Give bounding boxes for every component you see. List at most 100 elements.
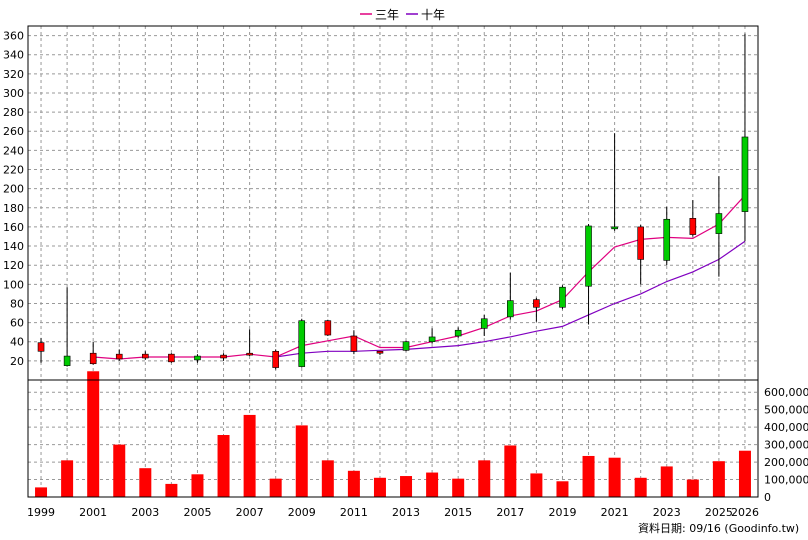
volume-bar bbox=[478, 460, 491, 497]
volume-bar bbox=[139, 468, 152, 497]
candle-body bbox=[741, 136, 749, 212]
price-tick-label: 320 bbox=[3, 68, 24, 81]
x-axis: 1999 2001 2003 2005 2007 2009 2011 2013 2015 2017… bbox=[27, 506, 759, 519]
volume-bar bbox=[738, 450, 751, 497]
legend-label-10y: 十年 bbox=[421, 8, 445, 22]
candle-body bbox=[689, 218, 697, 235]
volume-bar bbox=[243, 414, 256, 497]
candle-body bbox=[37, 342, 45, 352]
price-tick-label: 20 bbox=[10, 355, 24, 368]
price-tick-label: 200 bbox=[3, 183, 24, 196]
candle-body bbox=[715, 213, 723, 234]
volume-bar bbox=[165, 483, 178, 497]
legend: 三年 十年 bbox=[360, 8, 445, 22]
price-tick-label: 160 bbox=[3, 221, 24, 234]
candle-body bbox=[298, 320, 306, 367]
price-tick-label: 40 bbox=[10, 336, 24, 349]
year-tick-label: 2003 bbox=[131, 506, 159, 519]
price-tick-label: 340 bbox=[3, 49, 24, 62]
candle-body bbox=[533, 299, 540, 308]
source-label: 資料日期: 09/16 (Goodinfo.tw) bbox=[638, 521, 799, 535]
price-grid bbox=[28, 26, 758, 380]
price-tick-label: 260 bbox=[3, 125, 24, 138]
volume-grid bbox=[28, 380, 758, 497]
volume-tick-label: 0 bbox=[764, 491, 771, 504]
price-tick-label: 220 bbox=[3, 164, 24, 177]
candle-body bbox=[246, 352, 253, 356]
volume-bar bbox=[556, 481, 569, 497]
volume-bar bbox=[400, 476, 413, 497]
volume-bar bbox=[347, 470, 360, 497]
volume-bar bbox=[634, 477, 647, 497]
volume-tick-label: 300,000 bbox=[764, 439, 808, 452]
volume-axis: 0 100,000 200,000 300,000 400,000 500,000 600,… bbox=[764, 386, 808, 504]
price-tick-label: 120 bbox=[3, 259, 24, 272]
year-tick-label: 2015 bbox=[444, 506, 472, 519]
volume-bar bbox=[608, 457, 621, 497]
price-tick-label: 60 bbox=[10, 317, 24, 330]
candle-body bbox=[402, 341, 410, 351]
volume-bar bbox=[582, 455, 595, 497]
price-tick-label: 80 bbox=[10, 297, 24, 310]
candle-body bbox=[428, 336, 436, 343]
candle-body bbox=[376, 350, 384, 354]
price-tick-label: 140 bbox=[3, 240, 24, 253]
volume-bar bbox=[217, 435, 230, 497]
price-tick-label: 240 bbox=[3, 144, 24, 157]
volume-bar bbox=[321, 460, 334, 497]
year-tick-label: 2021 bbox=[601, 506, 629, 519]
year-tick-label: 2026 bbox=[731, 506, 759, 519]
year-tick-label: 2007 bbox=[236, 506, 264, 519]
volume-bar bbox=[113, 444, 126, 497]
candle-body bbox=[63, 355, 71, 366]
candle-body bbox=[272, 350, 279, 368]
candle-body bbox=[220, 354, 227, 359]
three-year-average-line bbox=[93, 194, 746, 360]
volume-tick-label: 500,000 bbox=[764, 404, 808, 417]
price-candles bbox=[37, 33, 749, 370]
candle-body bbox=[324, 320, 332, 336]
candle-body bbox=[194, 355, 201, 361]
volume-bar bbox=[191, 474, 204, 497]
volume-bar bbox=[712, 461, 725, 497]
volume-tick-label: 200,000 bbox=[764, 456, 808, 469]
year-tick-label: 2005 bbox=[183, 506, 211, 519]
price-plot-frame bbox=[27, 25, 759, 381]
volume-bar bbox=[426, 472, 439, 497]
candle-body bbox=[637, 226, 644, 260]
volume-bar bbox=[295, 425, 308, 497]
candle-body bbox=[142, 353, 149, 359]
year-tick-label: 2023 bbox=[653, 506, 681, 519]
candle-body bbox=[168, 353, 175, 363]
volume-bar bbox=[373, 477, 386, 497]
year-tick-label: 2011 bbox=[340, 506, 368, 519]
candle-body bbox=[350, 335, 358, 352]
volume-bars bbox=[35, 371, 751, 497]
candle-body bbox=[611, 226, 618, 230]
legend-label-3y: 三年 bbox=[375, 8, 399, 22]
volume-bar bbox=[660, 466, 673, 497]
price-tick-label: 360 bbox=[3, 30, 24, 43]
year-tick-label: 2019 bbox=[548, 506, 576, 519]
candle-body bbox=[115, 353, 123, 360]
volume-plot-frame bbox=[27, 379, 759, 498]
candle-body bbox=[663, 218, 671, 261]
year-tick-label: 2017 bbox=[496, 506, 524, 519]
volume-tick-label: 400,000 bbox=[764, 421, 808, 434]
three-year-line-path bbox=[93, 194, 746, 360]
volume-bar bbox=[504, 445, 517, 497]
volume-bar bbox=[530, 473, 543, 497]
price-tick-label: 280 bbox=[3, 106, 24, 119]
volume-tick-label: 100,000 bbox=[764, 474, 808, 487]
year-tick-label: 2009 bbox=[288, 506, 316, 519]
volume-bar bbox=[61, 460, 74, 497]
price-tick-label: 100 bbox=[3, 278, 24, 291]
candle-body bbox=[507, 300, 514, 318]
price-tick-label: 300 bbox=[3, 87, 24, 100]
candle-body bbox=[559, 286, 566, 308]
year-tick-label: 1999 bbox=[27, 506, 55, 519]
price-axis: 20 40 60 80 100 120 140 160 180 200 220 240 260 280 30… bbox=[3, 30, 24, 368]
volume-bar bbox=[35, 487, 48, 497]
year-tick-label: 2013 bbox=[392, 506, 420, 519]
